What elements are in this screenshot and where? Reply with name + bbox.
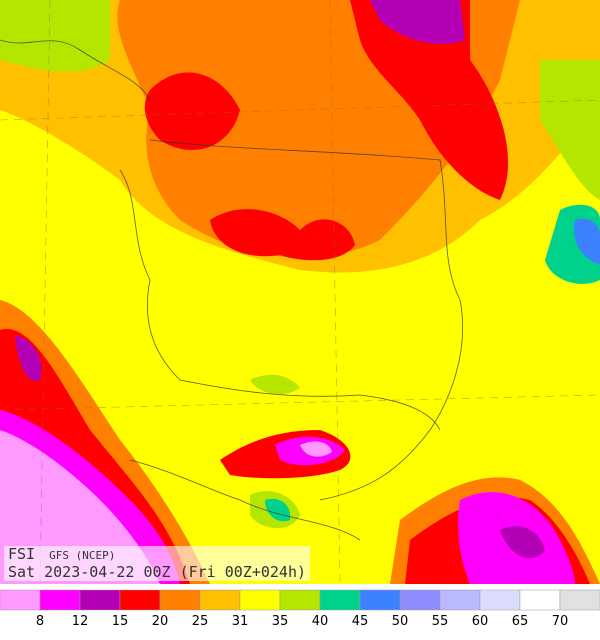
legend-label: 35 [272,614,289,629]
title-line: FSI GFS (NCEP) [8,546,306,564]
legend-swatch [359,589,401,611]
legend-swatch [279,589,321,611]
legend-swatch [439,589,481,611]
legend-swatch [479,589,521,611]
legend-swatch [559,589,600,611]
legend-swatch [519,589,561,611]
legend-label: 25 [192,614,209,629]
legend-swatch [0,589,41,611]
legend-label: 60 [472,614,489,629]
valid-time: Sat 2023-04-22 00Z (Fri 00Z+024h) [8,563,307,581]
legend-label: 20 [152,614,169,629]
legend-label: 12 [72,614,89,629]
legend-swatch [399,589,441,611]
legend-label: 50 [392,614,409,629]
legend-swatch [239,589,281,611]
legend-label: 31 [232,614,249,629]
legend-label: 65 [512,614,529,629]
legend-label: 55 [432,614,449,629]
legend-label: 40 [312,614,329,629]
legend-swatch [39,589,81,611]
legend-swatch [199,589,241,611]
legend-label: 15 [112,614,129,629]
legend-swatch [159,589,201,611]
color-legend: 8 12 15 20 25 31 35 40 45 50 55 60 65 70 [0,589,600,629]
legend-label: 45 [352,614,369,629]
map [0,0,600,584]
legend-label: 8 [36,614,44,629]
legend-label: 70 [552,614,569,629]
info-box: FSI GFS (NCEP) Sat 2023-04-22 00Z (Fri 00… [4,546,311,581]
legend-swatch [119,589,161,611]
index-name: FSI [8,545,36,563]
legend-swatch [79,589,121,611]
model-name: GFS (NCEP) [49,549,116,562]
legend-swatch [319,589,361,611]
